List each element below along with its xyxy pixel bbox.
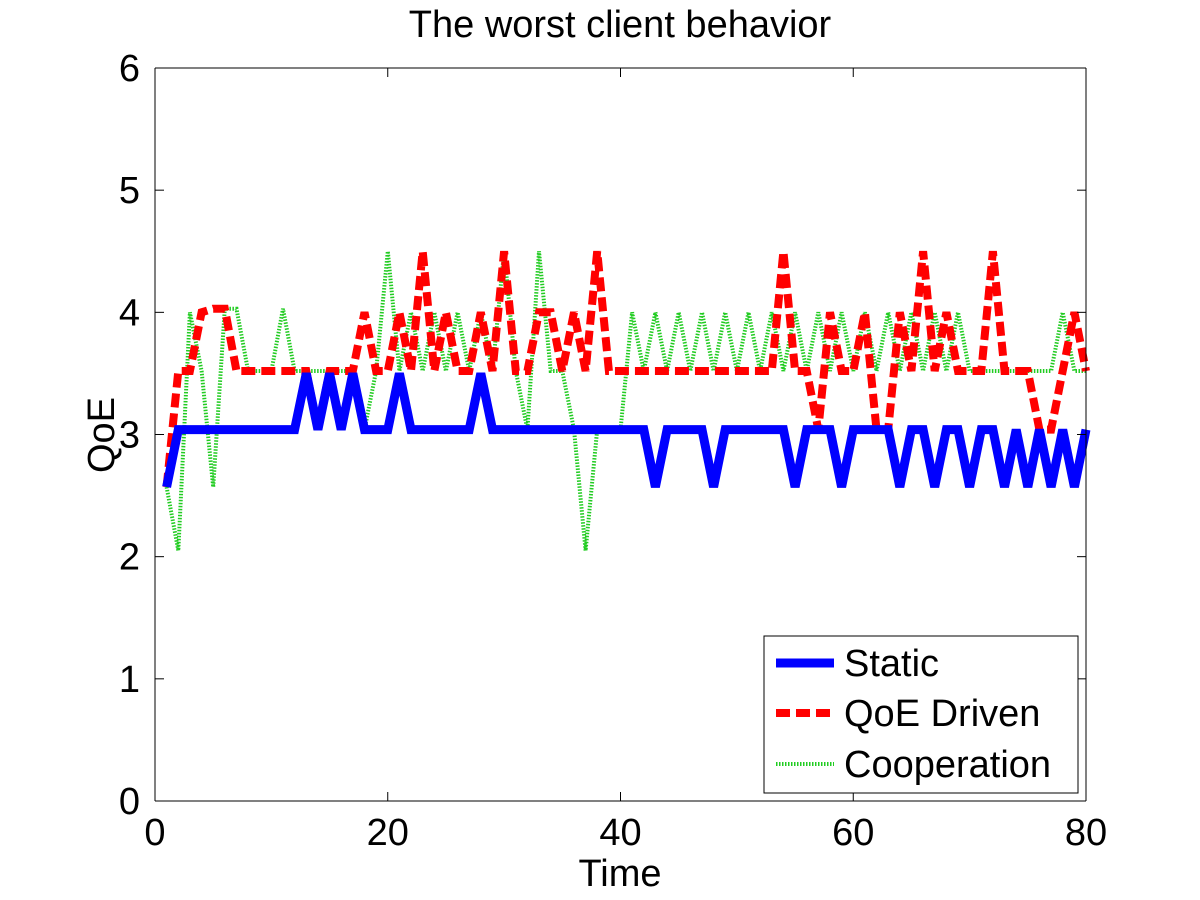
series-line-static (162, 372, 1091, 488)
y-tick-label: 4 (119, 292, 140, 334)
series-line-cooperation (164, 251, 1086, 551)
y-tick-label: 6 (119, 48, 140, 90)
y-tick-label: 3 (119, 415, 140, 457)
series-line-qoe-driven (162, 250, 1090, 488)
x-axis-label: Time (578, 853, 661, 895)
x-tick-label: 40 (599, 812, 641, 854)
y-tick-label: 0 (119, 781, 140, 823)
legend-label-static: Static (844, 643, 939, 685)
y-tick-label: 5 (119, 170, 140, 212)
legend-label-qoe-driven: QoE Driven (844, 693, 1040, 735)
series-layer (162, 250, 1091, 551)
y-tick-label: 1 (119, 659, 140, 701)
x-tick-label: 0 (144, 812, 165, 854)
ticks: 0 20 40 60 80 0 1 2 3 4 5 6 (119, 48, 1107, 854)
chart-title: The worst client behavior (409, 4, 832, 46)
y-axis-label: QoE (81, 397, 123, 473)
x-tick-label: 60 (832, 812, 874, 854)
legend: Static QoE Driven Cooperation (763, 635, 1079, 794)
y-tick-label: 2 (119, 537, 140, 579)
legend-label-cooperation: Cooperation (844, 744, 1051, 786)
x-tick-label: 80 (1065, 812, 1107, 854)
x-tick-label: 20 (367, 812, 409, 854)
